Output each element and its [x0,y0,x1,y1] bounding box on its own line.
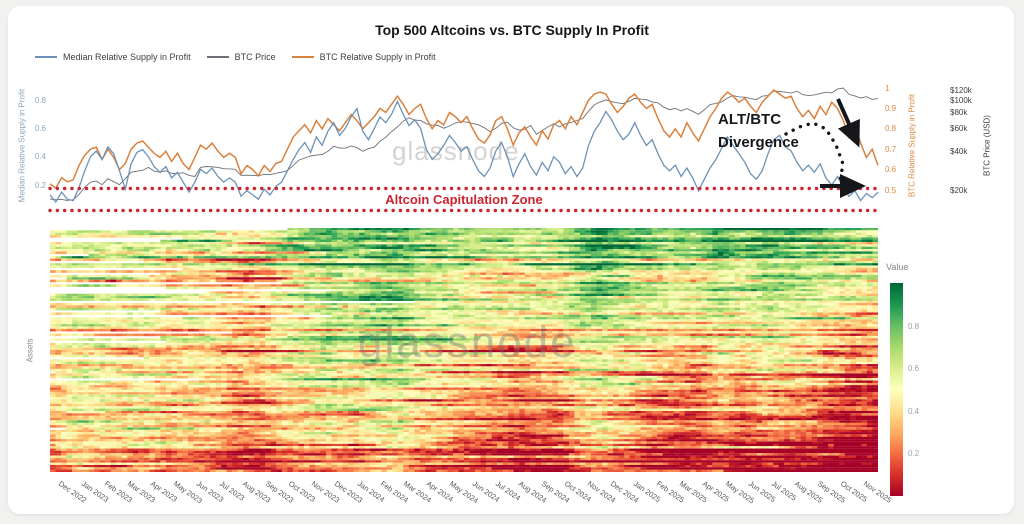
legend-swatch-icon [35,56,57,58]
legend-item-0[interactable]: Median Relative Supply in Profit [35,52,191,62]
page-title: Top 500 Altcoins vs. BTC Supply In Profi… [375,22,649,38]
right-ratio-axis-tick: 0.9 [885,103,897,113]
capitulation-zone-label: Altcoin Capitulation Zone [385,192,543,207]
right-ratio-axis-tick: 0.8 [885,124,897,134]
btc-price-axis-tick: $60k [950,124,968,134]
colorbar-tick: 0.4 [908,406,920,416]
legend-swatch-icon [206,56,229,58]
assets-axis-label: Assets [25,338,35,363]
right-ratio-axis-tick: 0.6 [885,165,897,175]
legend-item-label: BTC Price [234,52,276,62]
divergence-annotation-line1: ALT/BTC [718,111,782,128]
btc-price-axis-tick: $80k [950,108,968,118]
btc-price-axis-label: BTC Price (USD) [982,115,992,176]
btc-price-axis-tick: $120k [950,85,972,95]
colorbar-title: Value [886,262,909,272]
legend-item-label: Median Relative Supply in Profit [63,52,191,62]
legend-item-label: BTC Relative Supply in Profit [319,52,436,62]
btc-price-axis-tick: $40k [950,146,968,156]
left-axis-tick: 0.4 [34,152,46,162]
colorbar-tick: 0.6 [908,364,920,374]
glassnode-watermark-heatmap: glassnode [358,318,577,367]
left-axis-label: Median Relative Supply in Profit [17,88,27,203]
legend-item-1[interactable]: BTC Price [206,52,276,62]
left-axis-tick: 0.6 [34,123,46,133]
glassnode-watermark-top: glassnode [392,136,520,166]
legend-item-2[interactable]: BTC Relative Supply in Profit [291,52,436,62]
btc-price-axis-tick: $100k [950,95,972,105]
right-ratio-axis-tick: 0.5 [885,185,897,195]
right-ratio-axis-label: BTC Relative Supply in Profit [907,93,917,198]
right-ratio-axis-tick: 0.7 [885,144,897,154]
divergence-annotation: ALT/BTC Divergence [718,108,799,155]
left-axis-tick: 0.8 [34,95,46,105]
altcoin-heatmap [50,228,878,472]
legend-swatch-icon [291,56,314,58]
colorbar-tick: 0.2 [908,449,920,459]
btc-down-arrow [836,98,860,148]
heatmap-month-label: Nov 2025 [861,479,894,505]
left-axis-tick: 0.2 [34,180,46,190]
colorbar-tick: 0.8 [908,321,920,331]
btc-price-axis-tick: $20k [950,185,968,195]
chart-legend: Median Relative Supply in Profit BTC Pric… [35,52,436,62]
right-ratio-axis-tick: 1 [885,83,890,93]
divergence-annotation-line2: Divergence [718,134,799,152]
colorbar-gradient [890,283,903,496]
